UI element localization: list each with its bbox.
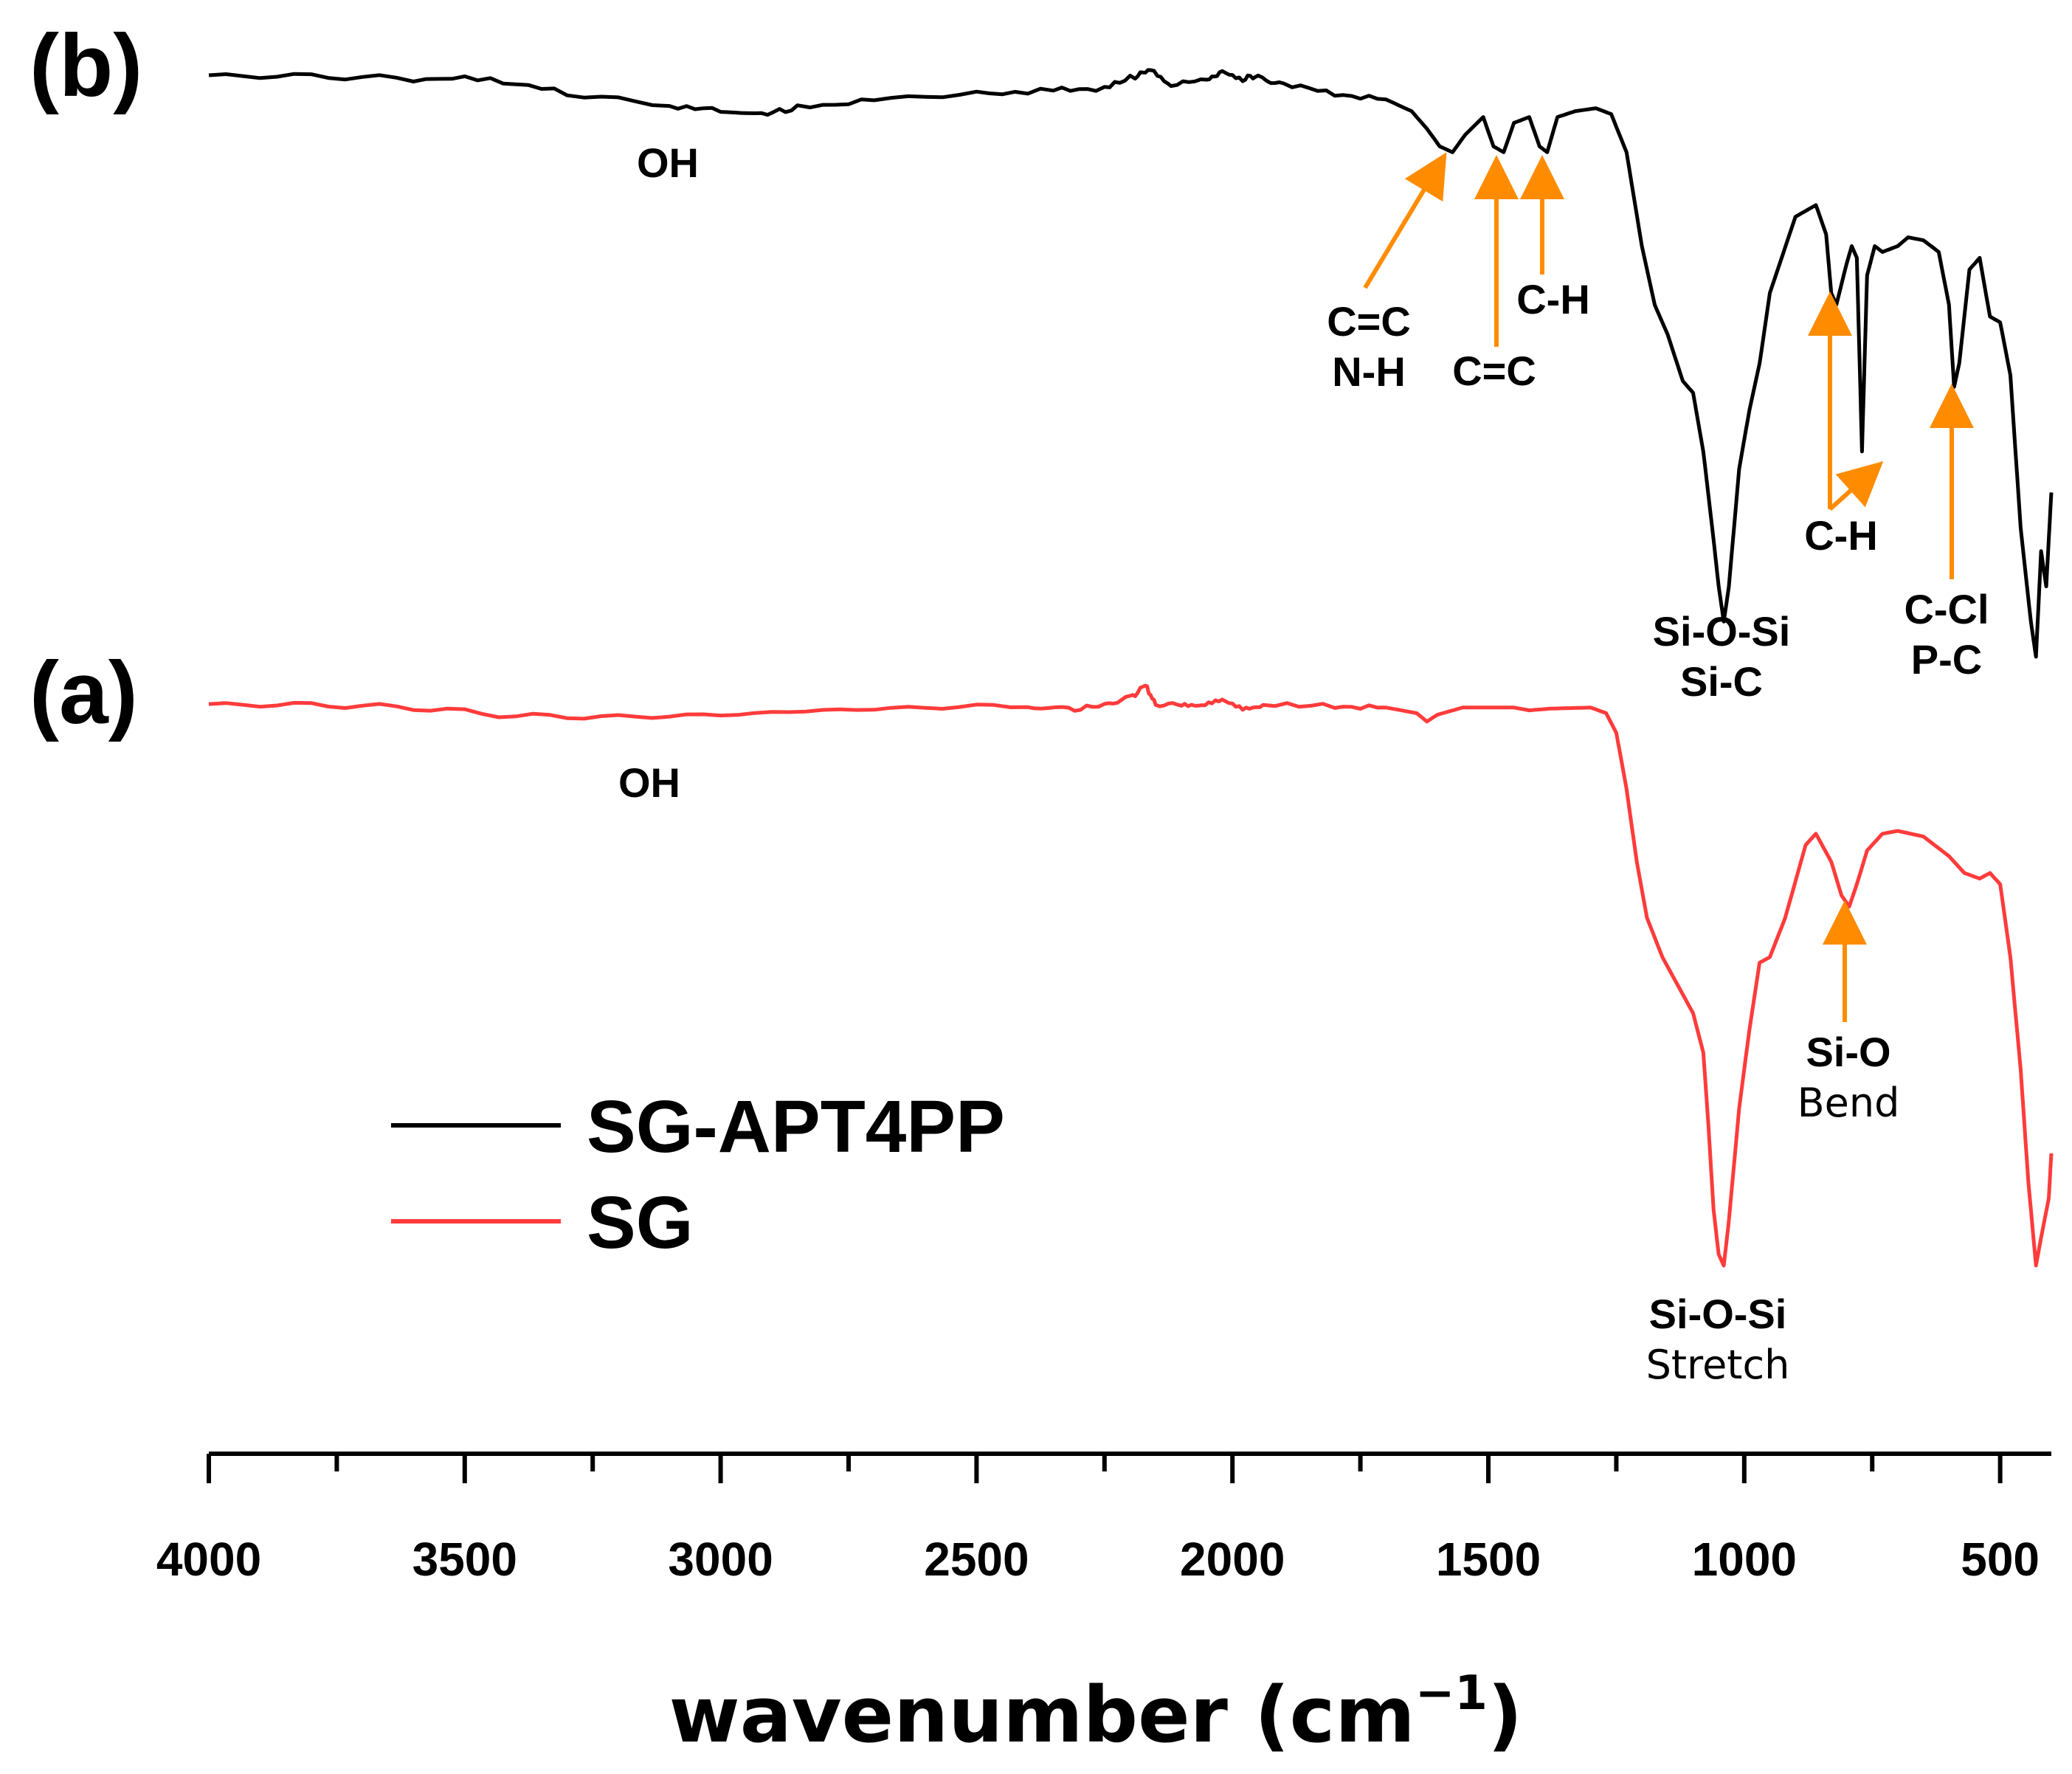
x-tick-label: 3000 <box>668 1533 773 1586</box>
annotation-label: OH <box>618 759 680 806</box>
x-axis-title: wavenumber (cm−1) <box>669 1666 1523 1760</box>
legend-label-sg-apt4pp: SG-APT4PP <box>587 1086 1005 1168</box>
annotation-label: Si-O <box>1806 1029 1890 1075</box>
annotation-label: Si-C <box>1680 658 1763 705</box>
x-tick-label: 2000 <box>1180 1533 1285 1586</box>
annotation-label: P-C <box>1911 636 1982 683</box>
x-tick-label: 4000 <box>156 1533 261 1586</box>
series-line-sg-apt4pp <box>208 68 2054 659</box>
x-tick-label: 3500 <box>412 1533 517 1586</box>
x-tick-label: 1000 <box>1692 1533 1797 1586</box>
legend-label-sg: SG <box>587 1181 693 1264</box>
annotation-label: Bend <box>1798 1080 1900 1126</box>
annotation-label: C-H <box>1804 512 1878 559</box>
x-tick-label: 500 <box>1961 1533 2040 1586</box>
annotation-label: Si-O-Si <box>1653 608 1791 655</box>
spectrum-lines <box>208 68 2054 1268</box>
x-tick-label: 1500 <box>1436 1533 1541 1586</box>
annotation-label: N-H <box>1332 348 1406 395</box>
annotation-arrow <box>1828 460 1884 511</box>
panel-tag-sg: (a) <box>30 643 138 742</box>
annotation-label: C=C <box>1327 298 1411 345</box>
x-tick-label: 2500 <box>924 1533 1029 1586</box>
annotation-label: Stretch <box>1646 1342 1790 1388</box>
legend: SG-APT4PP SG <box>391 1086 1005 1264</box>
band-annotations: OHC=CN-H C=CC-HSi-O-SiSi-CC-HC-ClP-COHSi-… <box>618 139 1989 1388</box>
annotation-label: Si-O-Si <box>1649 1291 1787 1337</box>
series-line-sg <box>208 683 2054 1268</box>
x-axis: 4000 3500 3000 2500 2000 1500 1000 500 wavenumbe… <box>156 1452 2051 1760</box>
annotation-label: C=C <box>1452 348 1536 394</box>
annotation-label: C-H <box>1516 276 1590 322</box>
annotation-arrow <box>1363 152 1447 289</box>
annotation-label: OH <box>637 139 699 186</box>
annotation-label: C-Cl <box>1904 586 1989 632</box>
panel-tag-sg-apt4pp: (b) <box>30 16 142 115</box>
panel-tags: (b) (a) <box>30 16 142 742</box>
